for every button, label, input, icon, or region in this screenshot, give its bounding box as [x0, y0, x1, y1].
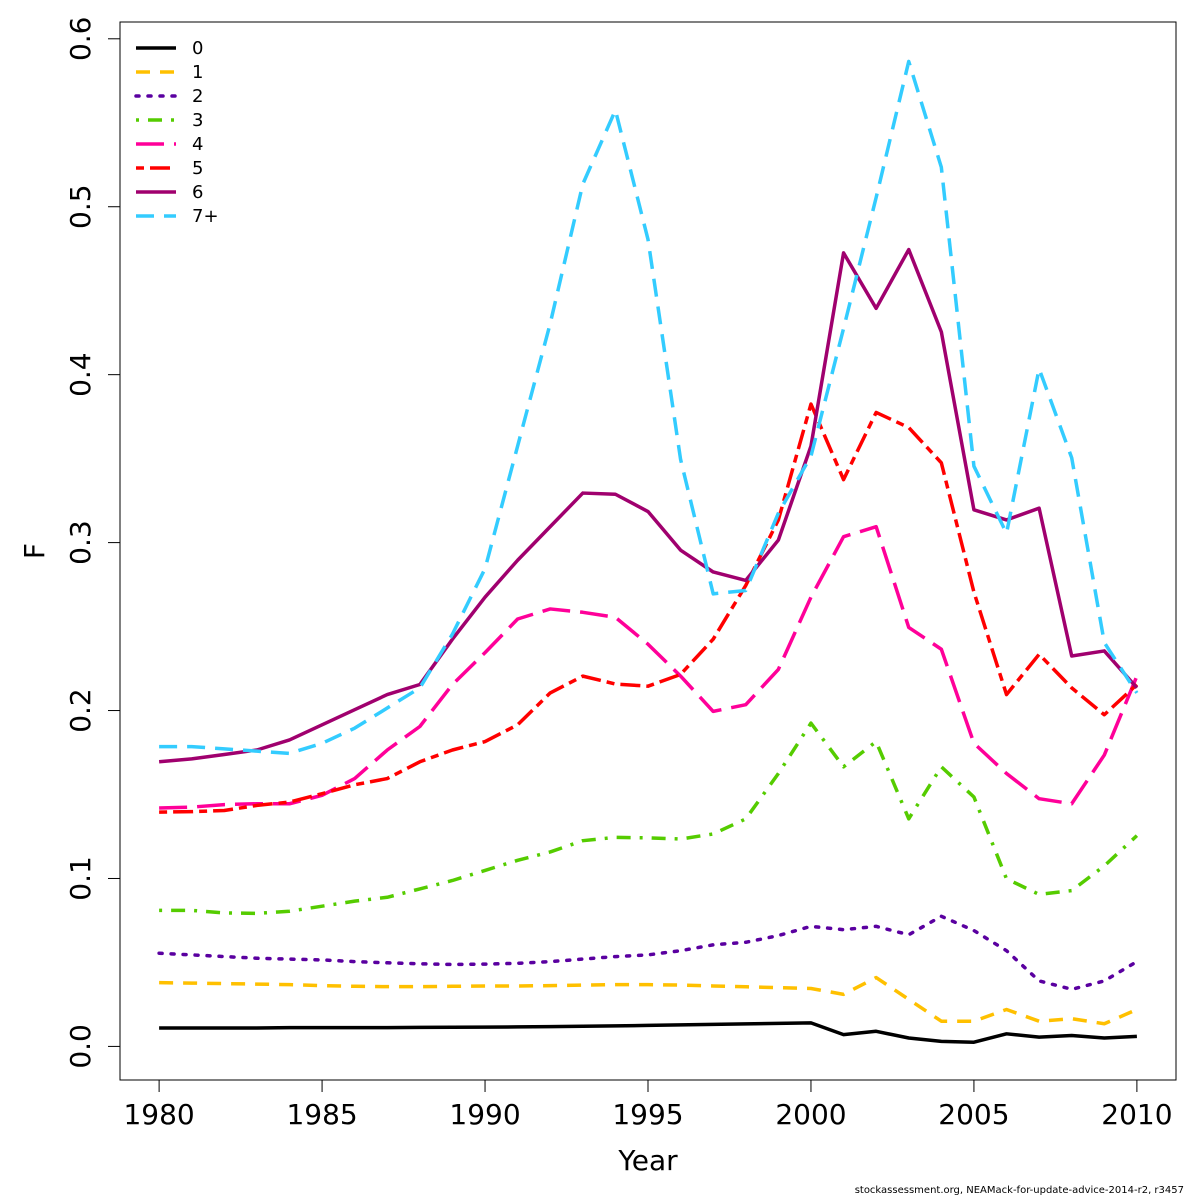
y-tick-label: 0.2 — [64, 688, 97, 733]
x-tick-label: 2005 — [938, 1098, 1009, 1131]
x-tick-label: 1980 — [123, 1098, 194, 1131]
series-layer — [157, 59, 1139, 1044]
footer-credit: stockassessment.org, NEAMack-for-update-… — [854, 1185, 1184, 1196]
plot-box — [119, 21, 1177, 1081]
y-tick-label: 0.5 — [64, 184, 97, 229]
legend: 0 1 2 3 4 5 6 7+ — [134, 38, 219, 227]
legend-label-0: 0 — [192, 38, 203, 59]
series-line-1 — [159, 975, 1138, 1026]
series-line-3 — [159, 721, 1139, 916]
y-tick-label: 0.1 — [64, 856, 97, 901]
x-axis-title: Year — [617, 1144, 678, 1177]
y-tick-label: 0.4 — [64, 352, 97, 397]
legend-label-6: 6 — [192, 182, 203, 203]
axes: 1980 1985 1990 1995 2000 2005 2010 0.0 0.1 0.2 0.3… — [64, 17, 1173, 1131]
legend-label-7+: 7+ — [192, 206, 219, 227]
x-tick-label: 2010 — [1101, 1098, 1172, 1131]
legend-label-4: 4 — [192, 134, 203, 155]
y-tick-label: 0.0 — [64, 1024, 97, 1069]
x-tick-label: 2000 — [775, 1098, 846, 1131]
series-line-7+ — [159, 59, 1139, 756]
legend-label-5: 5 — [192, 158, 203, 179]
series-line-0 — [159, 1021, 1137, 1044]
series-line-6 — [158, 247, 1139, 764]
legend-label-2: 2 — [192, 86, 203, 107]
y-axis-title: F — [18, 543, 51, 559]
legend-label-3: 3 — [192, 110, 203, 131]
x-tick-label: 1985 — [286, 1098, 357, 1131]
x-tick-label: 1995 — [612, 1098, 683, 1131]
x-tick-label: 1990 — [449, 1098, 520, 1131]
series-line-5 — [159, 402, 1139, 814]
legend-label-1: 1 — [192, 62, 203, 83]
y-tick-label: 0.6 — [64, 17, 97, 62]
series-line-2 — [157, 914, 1139, 992]
y-tick-label: 0.3 — [64, 520, 97, 565]
